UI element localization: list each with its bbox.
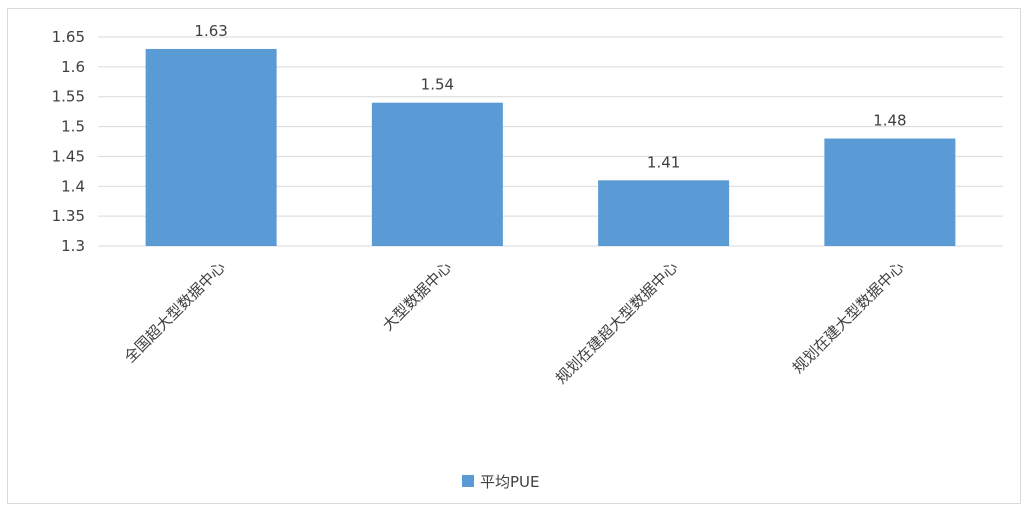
y-tick-label: 1.6 (61, 58, 85, 76)
category-labels: 全国超大型数据中心 大型数据中心 规划在建超大型数据中心 规划在建大型数据中心 (121, 258, 908, 387)
y-tick-label: 1.55 (52, 88, 85, 106)
y-axis-ticks: 1.3 1.35 1.4 1.45 1.5 1.55 1.6 1.65 (52, 28, 85, 255)
bar (371, 102, 503, 246)
y-tick-label: 1.65 (52, 28, 85, 46)
y-tick-label: 1.35 (52, 207, 85, 225)
data-label: 1.63 (194, 22, 227, 40)
bars (145, 48, 956, 246)
data-label: 1.41 (647, 153, 680, 171)
data-label: 1.48 (873, 112, 906, 130)
legend-label: 平均PUE (480, 473, 540, 491)
category-label: 全国超大型数据中心 (121, 258, 229, 366)
y-tick-label: 1.45 (52, 147, 85, 165)
category-label: 大型数据中心 (379, 258, 455, 334)
category-label: 规划在建大型数据中心 (789, 258, 908, 377)
bar (145, 48, 277, 246)
y-tick-label: 1.5 (61, 118, 85, 136)
y-tick-label: 1.3 (61, 237, 85, 255)
data-labels: 1.63 1.54 1.41 1.48 (194, 22, 906, 171)
bar (824, 138, 956, 246)
legend: 平均PUE (462, 473, 540, 491)
legend-swatch (462, 475, 474, 487)
category-label: 规划在建超大型数据中心 (552, 258, 681, 387)
bar (598, 180, 730, 246)
data-label: 1.54 (421, 76, 454, 94)
y-tick-label: 1.4 (61, 177, 85, 195)
